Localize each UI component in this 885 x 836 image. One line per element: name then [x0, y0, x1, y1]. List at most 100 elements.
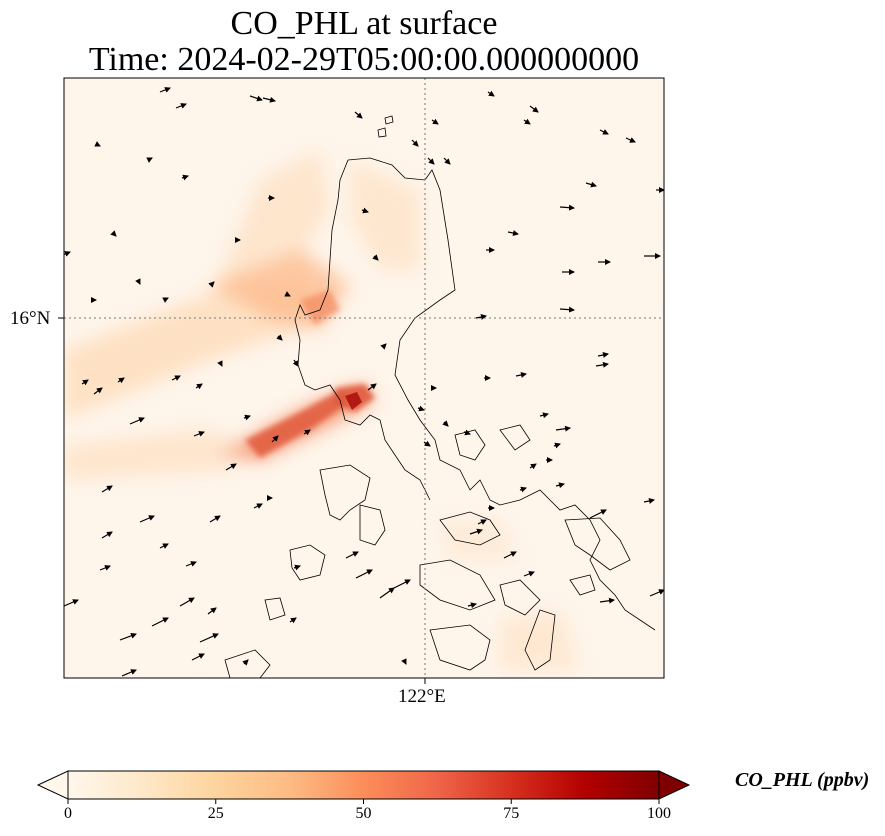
wind-arrow — [559, 306, 575, 313]
wind-arrow — [345, 551, 359, 559]
wind-arrow — [101, 485, 113, 493]
wind-arrow — [442, 420, 449, 427]
wind-arrow — [99, 565, 111, 571]
wind-arrow — [523, 118, 531, 125]
wind-arrow — [372, 254, 379, 261]
wind-arrow — [553, 442, 561, 449]
wind-arrow — [159, 87, 171, 93]
wind-arrow — [427, 157, 435, 165]
wind-arrow — [643, 498, 655, 504]
wind-arrow — [185, 561, 197, 567]
wind-arrow — [117, 377, 125, 384]
wind-arrow — [355, 569, 373, 579]
wind-arrow — [529, 463, 537, 470]
wind-arrow — [121, 669, 137, 677]
wind-arrow — [139, 515, 155, 523]
co-plume — [64, 150, 580, 670]
wind-arrow — [292, 359, 299, 367]
colorbar-bar — [67, 770, 660, 800]
wind-arrow — [191, 653, 205, 661]
colorbar-extend-max — [658, 770, 691, 800]
wind-arrow — [289, 617, 297, 624]
wind-arrow — [293, 564, 301, 571]
wind-arrow — [208, 281, 215, 288]
wind-arrow — [649, 589, 664, 597]
wind-arrow — [625, 137, 636, 143]
wind-arrow — [555, 482, 565, 489]
colorbar-tick-label: 100 — [647, 805, 671, 822]
map-frame — [63, 77, 665, 679]
wind-arrow — [175, 103, 187, 109]
wind-arrow — [519, 486, 527, 493]
wind-arrow — [209, 515, 221, 523]
wind-arrow — [284, 291, 291, 297]
wind-arrow — [129, 417, 145, 425]
wind-arrow — [597, 352, 609, 358]
map-title-time: Time: 2024-02-29T05:00:00.000000000 — [88, 41, 640, 78]
coastline — [224, 115, 656, 678]
wind-arrow — [171, 375, 181, 381]
wind-arrow — [515, 372, 527, 378]
wind-arrow — [361, 207, 369, 214]
wind-arrow — [243, 414, 251, 421]
wind-arrow — [93, 387, 103, 395]
wind-arrow — [411, 139, 419, 147]
plume-peak — [345, 392, 362, 410]
wind-arrow — [423, 440, 431, 447]
wind-arrow — [555, 425, 571, 432]
wind-arrow — [417, 405, 425, 412]
colorbar-label: CO_PHL (ppbv) — [735, 769, 870, 791]
wind-arrow — [146, 157, 153, 163]
wind-arrow — [207, 607, 217, 615]
wind-arrow — [393, 579, 411, 589]
colorbar-tick-label: 0 — [64, 805, 72, 822]
wind-arrow — [303, 429, 311, 436]
wind-arrow — [443, 157, 451, 165]
wind-arrow — [217, 360, 223, 367]
colorbar-tick-label: 50 — [355, 805, 372, 822]
wind-arrow — [135, 278, 141, 285]
map-title-variable: CO_PHL at surface — [230, 5, 498, 42]
wind-arrow — [64, 599, 79, 607]
wind-arrow — [225, 463, 237, 471]
wind-arrow — [271, 435, 279, 443]
wind-arrow — [467, 602, 477, 609]
wind-arrow — [431, 118, 439, 125]
wind-arrow — [599, 597, 615, 604]
wind-arrow — [119, 632, 137, 641]
wind-arrow — [162, 297, 169, 303]
wind-arrow — [529, 105, 539, 113]
wind-arrow — [94, 141, 101, 147]
wind-arrow — [503, 551, 517, 559]
wind-arrow — [249, 95, 263, 102]
wind-arrow — [242, 659, 249, 666]
wind-arrow — [599, 129, 609, 135]
wind-vectors — [64, 87, 664, 677]
wind-arrow — [193, 431, 205, 437]
wind-arrow — [559, 204, 575, 211]
wind-arrow — [475, 314, 487, 320]
wind-arrow — [64, 251, 71, 257]
wind-arrow — [110, 230, 117, 237]
lat-tick-label: 16°N — [10, 308, 51, 329]
wind-arrow — [595, 361, 609, 368]
wind-arrow — [159, 543, 169, 549]
wind-arrow — [463, 429, 471, 436]
wind-arrow — [179, 597, 195, 607]
colorbar-extend-min — [36, 770, 69, 800]
wind-arrow — [523, 571, 535, 577]
lon-tick-label: 122°E — [398, 686, 446, 707]
wind-arrow — [181, 174, 189, 181]
wind-arrow — [276, 334, 283, 341]
wind-arrow — [367, 383, 377, 391]
map-plot — [58, 77, 665, 684]
wind-arrow — [477, 519, 487, 525]
wind-arrow — [199, 633, 219, 643]
wind-arrow — [253, 503, 263, 509]
wind-arrow — [379, 587, 395, 599]
wind-arrow — [401, 658, 407, 665]
colorbar-tick-label: 75 — [503, 805, 520, 822]
wind-arrow — [539, 412, 549, 419]
wind-arrow — [101, 531, 113, 539]
wind-arrow — [469, 528, 483, 535]
